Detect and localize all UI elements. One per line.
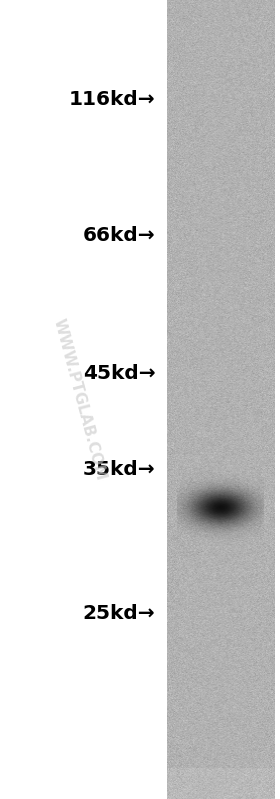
- Text: WWW.PTGLAB.COM: WWW.PTGLAB.COM: [51, 317, 109, 482]
- Text: 45kd→: 45kd→: [83, 364, 155, 384]
- Text: 66kd→: 66kd→: [83, 226, 155, 245]
- Text: 35kd→: 35kd→: [83, 459, 155, 479]
- Text: 116kd→: 116kd→: [69, 90, 155, 109]
- Text: 25kd→: 25kd→: [83, 604, 155, 623]
